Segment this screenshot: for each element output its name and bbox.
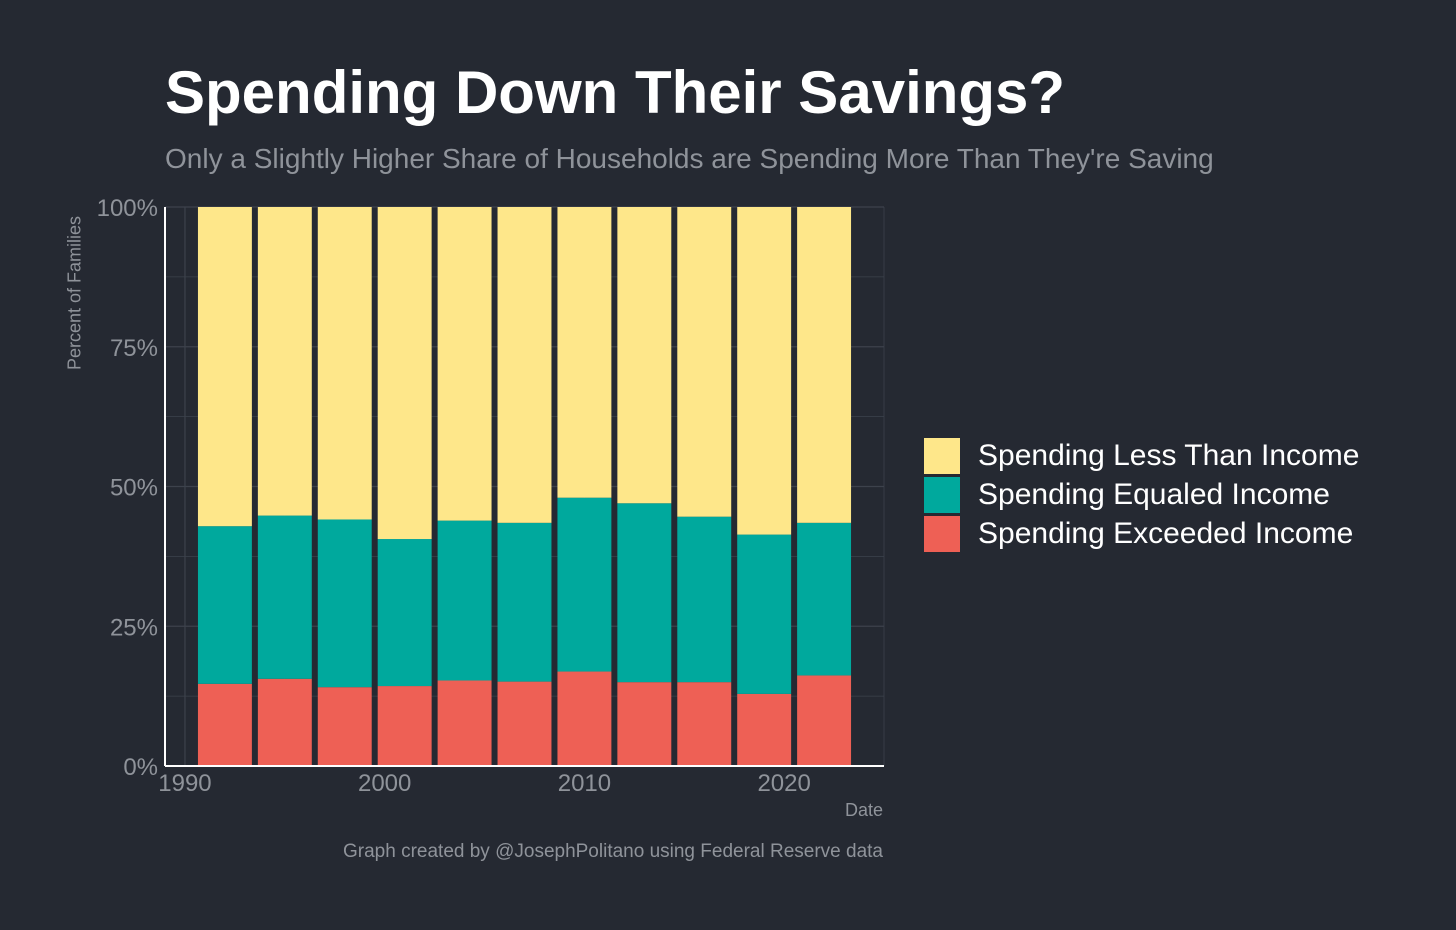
bar-spending-less-than-income-2022	[797, 207, 852, 523]
x-tick-label: 1990	[158, 770, 211, 797]
bar-spending-equaled-income-2019	[737, 534, 792, 694]
bar-spending-exceeded-income-1998	[317, 687, 372, 766]
bar-spending-less-than-income-1995	[257, 207, 312, 516]
bar-spending-equaled-income-1995	[257, 515, 312, 679]
legend-label-equaled: Spending Equaled Income	[978, 477, 1330, 511]
bar-spending-less-than-income-2004	[437, 207, 492, 521]
y-tick-label: 0%	[123, 754, 158, 781]
bar-spending-less-than-income-2007	[497, 207, 552, 523]
x-tick-label: 2020	[757, 770, 810, 797]
bar-spending-less-than-income-2016	[677, 207, 732, 517]
bar-spending-exceeded-income-2004	[437, 680, 492, 766]
legend-swatch-exceeded	[924, 515, 960, 552]
bar-spending-less-than-income-2001	[377, 207, 432, 540]
bar-spending-exceeded-income-2016	[677, 682, 732, 766]
bar-spending-exceeded-income-1992	[197, 683, 252, 766]
bar-spending-equaled-income-2001	[377, 539, 432, 687]
y-tick-label: 75%	[110, 335, 158, 362]
bar-spending-exceeded-income-2019	[737, 693, 792, 766]
bar-spending-exceeded-income-2013	[617, 682, 672, 766]
bar-spending-less-than-income-1998	[317, 207, 372, 520]
bar-spending-equaled-income-2022	[797, 522, 852, 676]
bar-spending-equaled-income-2004	[437, 520, 492, 681]
chart-legend: Spending Less Than Income Spending Equal…	[924, 436, 1359, 553]
bar-spending-exceeded-income-2022	[797, 675, 852, 766]
bar-spending-equaled-income-2013	[617, 503, 672, 683]
bar-spending-exceeded-income-2001	[377, 686, 432, 766]
bar-spending-equaled-income-2007	[497, 522, 552, 682]
legend-item-less: Spending Less Than Income	[924, 436, 1359, 475]
bar-spending-less-than-income-2013	[617, 207, 672, 504]
y-tick-label: 50%	[110, 475, 158, 502]
bar-spending-exceeded-income-2007	[497, 681, 552, 766]
bar-spending-equaled-income-2016	[677, 516, 732, 683]
y-axis-label: Percent of Families	[64, 215, 85, 371]
legend-label-exceeded: Spending Exceeded Income	[978, 516, 1354, 550]
x-tick-label: 2000	[358, 770, 411, 797]
legend-swatch-less	[924, 437, 960, 474]
x-axis-label: Date	[844, 800, 883, 820]
legend-label-less: Spending Less Than Income	[978, 438, 1360, 472]
bar-spending-less-than-income-1992	[197, 207, 252, 527]
legend-swatch-equaled	[924, 476, 960, 513]
y-tick-label: 25%	[110, 614, 158, 641]
bar-spending-equaled-income-1998	[317, 519, 372, 688]
bar-spending-less-than-income-2019	[737, 207, 792, 535]
bar-spending-exceeded-income-2010	[557, 671, 612, 766]
source-caption: Graph created by @JosephPolitano using F…	[343, 841, 883, 862]
y-tick-label: 100%	[97, 195, 158, 222]
chart-title: Spending Down Their Savings?	[165, 59, 1066, 126]
bar-spending-exceeded-income-1995	[257, 678, 312, 766]
bar-spending-equaled-income-1992	[197, 526, 252, 684]
chart-subtitle: Only a Slightly Higher Share of Househol…	[165, 143, 1214, 174]
bar-spending-equaled-income-2010	[557, 497, 612, 672]
bar-spending-less-than-income-2010	[557, 207, 612, 498]
legend-item-equaled: Spending Equaled Income	[924, 475, 1359, 514]
legend-item-exceeded: Spending Exceeded Income	[924, 514, 1359, 553]
x-tick-label: 2010	[558, 770, 611, 797]
